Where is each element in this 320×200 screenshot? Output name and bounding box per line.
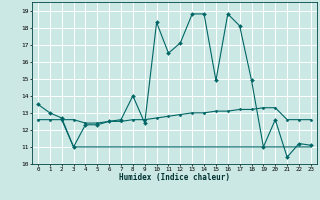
X-axis label: Humidex (Indice chaleur): Humidex (Indice chaleur) [119,173,230,182]
